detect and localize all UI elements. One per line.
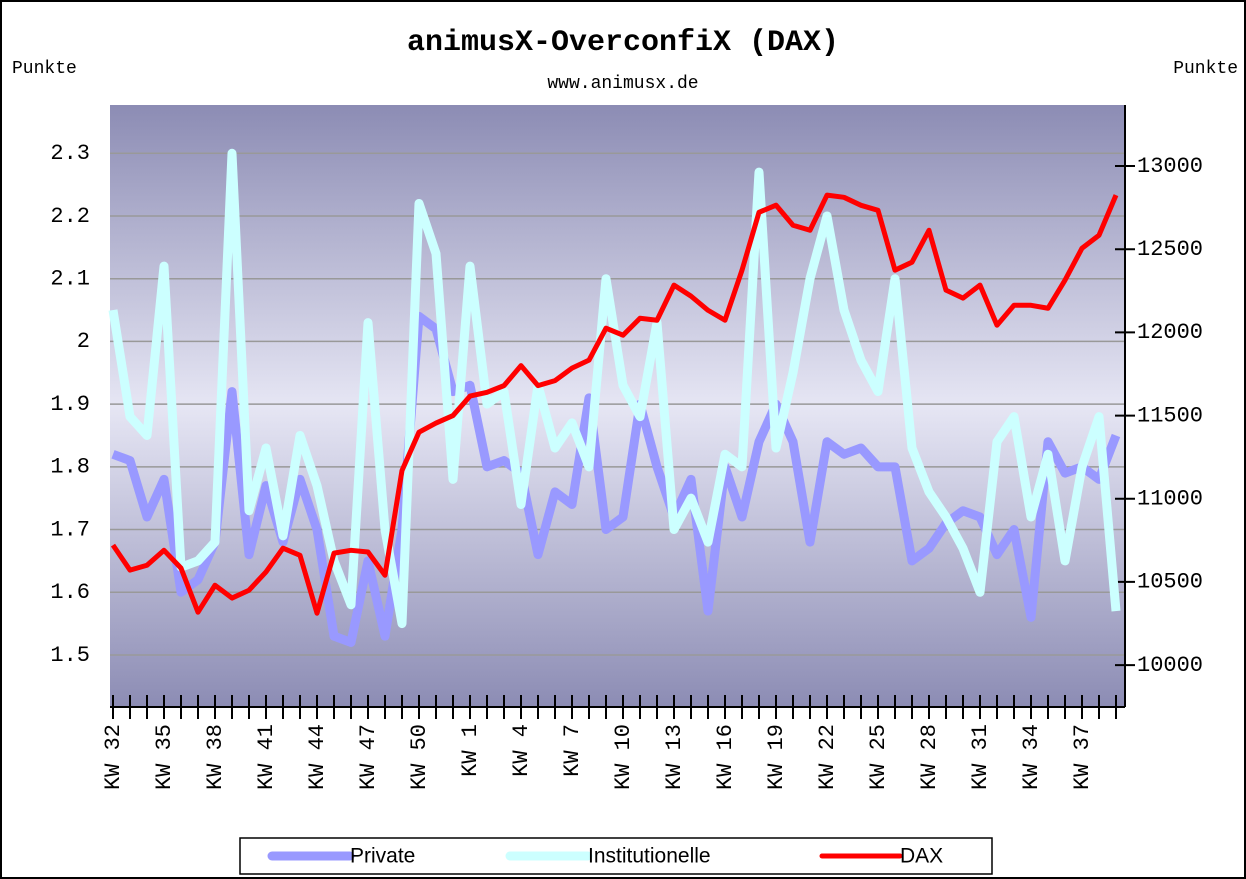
x-tick-label: KW 28 bbox=[917, 724, 942, 790]
y2-tick-label: 12000 bbox=[1137, 320, 1203, 345]
y2-tick-label: 10500 bbox=[1137, 570, 1203, 595]
x-tick-label: KW 16 bbox=[713, 724, 738, 790]
x-tick-label: KW 10 bbox=[611, 724, 636, 790]
plot-area bbox=[110, 105, 1125, 707]
y2-tick-label: 11500 bbox=[1137, 403, 1203, 428]
y-tick-label: 1.7 bbox=[50, 517, 90, 542]
y-tick-label: 1.8 bbox=[50, 455, 90, 480]
y-tick-label: 2.3 bbox=[50, 141, 90, 166]
legend-label: Institutionelle bbox=[588, 845, 711, 868]
y-tick-label: 2 bbox=[77, 329, 90, 354]
y2-axis-label: Punkte bbox=[1173, 59, 1238, 79]
y2-tick-label: 11000 bbox=[1137, 487, 1203, 512]
y-tick-label: 2.1 bbox=[50, 267, 90, 292]
y2-tick-label: 13000 bbox=[1137, 154, 1203, 179]
x-tick-label: KW 31 bbox=[968, 724, 993, 790]
x-tick-label: KW 7 bbox=[560, 724, 585, 777]
x-tick-label: KW 35 bbox=[152, 724, 177, 790]
chart-title: animusX-OverconfiX (DAX) bbox=[407, 26, 839, 60]
x-tick-label: KW 32 bbox=[101, 724, 126, 790]
x-tick-label: KW 4 bbox=[509, 724, 534, 777]
x-tick-label: KW 22 bbox=[815, 724, 840, 790]
x-tick-label: KW 50 bbox=[407, 724, 432, 790]
y-tick-label: 2.2 bbox=[50, 204, 90, 229]
series-line bbox=[110, 192, 1119, 616]
x-tick-label: KW 41 bbox=[254, 724, 279, 790]
y2-tick-label: 10000 bbox=[1137, 653, 1203, 678]
x-tick-label: KW 13 bbox=[662, 724, 687, 790]
legend-label: Private bbox=[350, 845, 415, 868]
x-tick-label: KW 19 bbox=[764, 724, 789, 790]
x-tick-label: KW 37 bbox=[1070, 724, 1095, 790]
x-tick-label: KW 44 bbox=[305, 724, 330, 790]
y-tick-label: 1.5 bbox=[50, 643, 90, 668]
y-tick-label: 1.9 bbox=[50, 392, 90, 417]
y-axis-label: Punkte bbox=[12, 59, 77, 79]
x-tick-label: KW 47 bbox=[356, 724, 381, 790]
y2-tick-label: 12500 bbox=[1137, 237, 1203, 262]
x-tick-label: KW 38 bbox=[203, 724, 228, 790]
x-tick-label: KW 25 bbox=[866, 724, 891, 790]
x-tick-label: KW 1 bbox=[458, 724, 483, 777]
chart-subtitle: www.animusx.de bbox=[547, 74, 698, 94]
legend-label: DAX bbox=[900, 845, 943, 868]
x-tick-label: KW 34 bbox=[1019, 724, 1044, 790]
y-tick-label: 1.6 bbox=[50, 580, 90, 605]
